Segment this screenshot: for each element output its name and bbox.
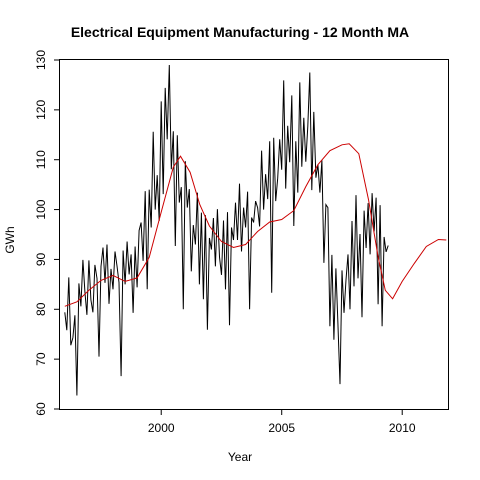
monthly-series-line <box>64 64 389 396</box>
y-tick-label: 70 <box>34 352 48 366</box>
x-tick-label: 2000 <box>148 421 175 435</box>
y-tick-label: 100 <box>34 199 48 219</box>
x-tick-label: 2005 <box>268 421 295 435</box>
plot-frame <box>59 59 449 410</box>
x-axis: 2000 2005 2010 <box>148 409 416 435</box>
y-tick-label: 60 <box>34 402 48 416</box>
y-tick-label: 90 <box>34 252 48 266</box>
x-axis-label: Year <box>227 450 253 464</box>
moving-average-line <box>64 143 447 307</box>
y-tick-label: 80 <box>34 302 48 316</box>
y-tick-label: 130 <box>34 50 48 70</box>
y-axis: 60 70 80 90 100 110 120 130 <box>34 50 60 416</box>
chart-title: Electrical Equipment Manufacturing - 12 … <box>70 24 410 40</box>
x-tick-label: 2010 <box>389 421 416 435</box>
y-tick-label: 120 <box>34 100 48 120</box>
y-tick-label: 110 <box>34 150 48 169</box>
